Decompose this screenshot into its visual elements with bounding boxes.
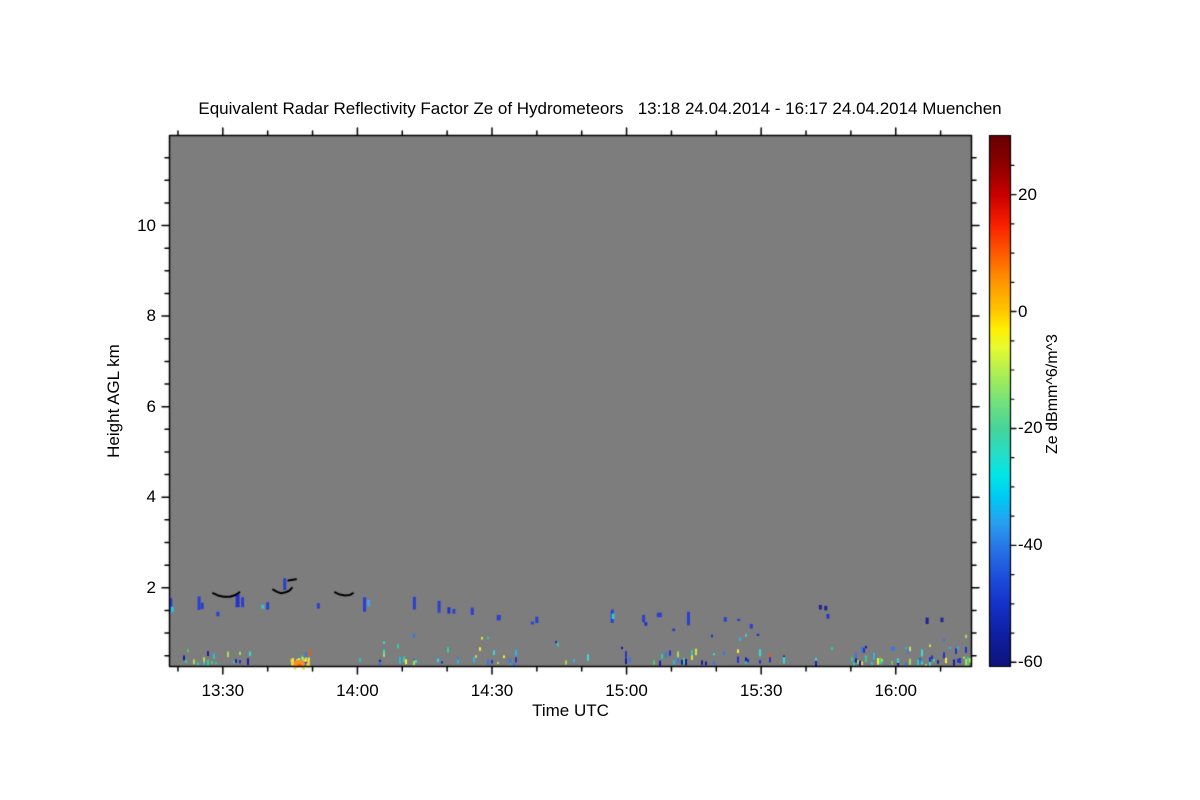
x-tick-label: 13:30 [201,681,245,700]
x-axis-title: Time UTC [532,701,609,720]
x-tick-label: 14:30 [470,681,514,700]
colorbar-tick-label: -60 [1018,652,1043,672]
plot-title: Equivalent Radar Reflectivity Factor Ze … [198,99,1002,118]
colorbar-tick-label: 20 [1018,184,1037,204]
colorbar-title: Ze dBmm^6/m^3 [1044,334,1061,454]
colorbar-tick-label: -40 [1018,535,1043,555]
x-tick-label: 16:00 [874,681,917,700]
x-tick-label: 15:00 [605,681,648,700]
x-tick-label: 15:30 [739,681,783,700]
colorbar-tick-label: -20 [1018,418,1043,438]
y-tick-label: 2 [146,577,156,597]
y-tick-label: 4 [146,487,156,507]
y-tick-label: 6 [146,396,156,416]
y-tick-label: 8 [146,306,156,326]
x-tick-label: 14:00 [336,681,379,700]
y-tick-label: 10 [137,215,156,235]
colorbar-tick-label: 0 [1018,301,1028,321]
